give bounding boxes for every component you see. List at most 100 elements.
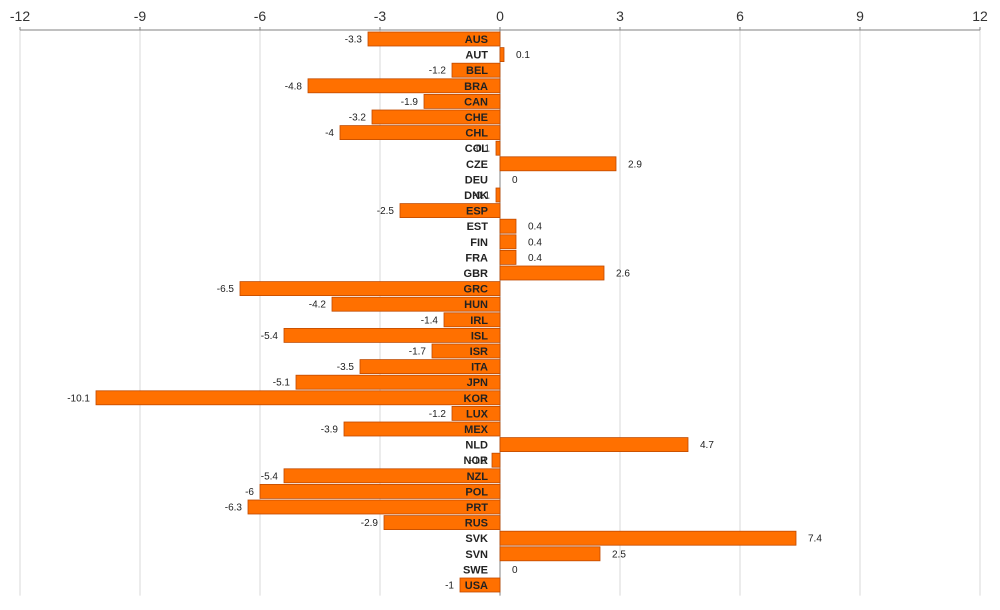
category-label: NLD: [465, 440, 488, 452]
data-label: -3.2: [349, 113, 367, 124]
bar: [495, 187, 501, 203]
data-label: -6: [245, 487, 254, 498]
data-label: 4.7: [700, 440, 714, 451]
data-label: -5.4: [261, 331, 279, 342]
data-label: 2.9: [628, 159, 642, 170]
data-label: 2.6: [616, 269, 630, 280]
data-label: -5.1: [273, 378, 291, 389]
category-label: GBR: [464, 268, 489, 280]
data-label: 0.1: [516, 50, 530, 61]
data-label: 0.4: [528, 222, 542, 233]
x-tick-label: -12: [10, 8, 30, 24]
data-label: -1.2: [429, 66, 447, 77]
data-label: -0.1: [473, 191, 491, 202]
bar: [259, 483, 501, 499]
bar: [307, 78, 501, 94]
category-label: ISL: [471, 330, 488, 342]
category-label: POL: [465, 486, 488, 498]
x-tick-label: -6: [254, 8, 267, 24]
data-label: -4.2: [309, 300, 327, 311]
x-tick-label: 12: [972, 8, 988, 24]
category-label: ITA: [471, 362, 488, 374]
bar: [459, 577, 501, 593]
bar: [499, 234, 517, 250]
x-tick-label: -9: [134, 8, 147, 24]
bars: [95, 31, 797, 593]
data-label: -0.1: [473, 144, 491, 155]
category-label: USA: [465, 580, 488, 592]
data-label: 0: [512, 175, 518, 186]
category-label: SVK: [465, 533, 488, 545]
data-label: -2.9: [361, 518, 379, 529]
data-label: -1.7: [409, 347, 427, 358]
category-label: MEX: [464, 424, 489, 436]
data-label: -4: [325, 128, 334, 139]
category-label: AUS: [465, 34, 488, 46]
category-label: CAN: [464, 96, 488, 108]
category-label: RUS: [465, 518, 488, 530]
data-label: -1.4: [421, 315, 439, 326]
data-label: -3.9: [321, 425, 339, 436]
data-label: 0: [512, 565, 518, 576]
bar: [499, 265, 605, 281]
bar: [499, 218, 517, 234]
category-label: ESP: [466, 206, 488, 218]
category-label: CHE: [465, 112, 488, 124]
bar: [339, 125, 501, 140]
category-label: ISR: [470, 346, 488, 358]
category-label: AUT: [465, 50, 488, 62]
category-labels: AUS AUT BEL BRA CAN CHE CHL COL CZE DEU DNK ESP EST F…: [463, 34, 489, 592]
bar: [499, 530, 797, 546]
data-label: 7.4: [808, 534, 822, 545]
x-tick-label: -3: [374, 8, 387, 24]
category-label: SVN: [465, 549, 488, 561]
value-labels: -3.3 0.1 -1.2 -4.8 -1.9 -3.2 -4 -0.1 2.9 0 -0.1 -2.…: [67, 35, 822, 592]
category-label: NZL: [467, 471, 489, 483]
bar: [499, 156, 617, 172]
data-label: 2.5: [612, 549, 626, 560]
x-tick-label: 0: [496, 8, 504, 24]
category-label: NOR: [464, 455, 489, 467]
bar: [239, 281, 501, 297]
data-label: 0.4: [528, 237, 542, 248]
category-label: CHL: [465, 128, 488, 140]
bar: [499, 47, 505, 62]
category-label: HUN: [464, 299, 488, 311]
category-label: PRT: [466, 502, 488, 514]
data-label: -2.5: [377, 206, 395, 217]
data-label: 0.4: [528, 253, 542, 264]
data-label: -1.2: [429, 409, 447, 420]
data-label: -0.2: [469, 456, 487, 467]
bar: [247, 499, 501, 515]
category-label: CZE: [466, 159, 488, 171]
bar: [367, 31, 501, 47]
bar: [343, 421, 501, 437]
bar: [383, 515, 501, 530]
data-label: -1: [445, 581, 454, 592]
category-label: COL: [465, 143, 489, 155]
bar: [295, 374, 501, 390]
data-label: -3.5: [337, 362, 355, 373]
x-tick-label: 6: [736, 8, 744, 24]
data-label: -6.3: [225, 503, 243, 514]
bar: [423, 94, 501, 109]
bar: [495, 140, 501, 156]
data-label: -10.1: [67, 393, 90, 404]
bar: [499, 249, 517, 265]
bar: [431, 343, 501, 359]
data-label: -4.8: [285, 81, 303, 92]
category-label: KOR: [464, 393, 489, 405]
x-tick-label: 3: [616, 8, 624, 24]
data-label: -5.4: [261, 471, 279, 482]
bar: [499, 546, 601, 562]
category-label: FIN: [470, 237, 488, 249]
data-label: -6.5: [217, 284, 235, 295]
category-label: DEU: [465, 174, 488, 186]
category-label: JPN: [467, 377, 488, 389]
category-label: SWE: [463, 564, 488, 576]
data-label: -1.9: [401, 97, 419, 108]
bar: [491, 452, 501, 468]
bar: [451, 62, 501, 78]
category-label: GRC: [464, 284, 489, 296]
